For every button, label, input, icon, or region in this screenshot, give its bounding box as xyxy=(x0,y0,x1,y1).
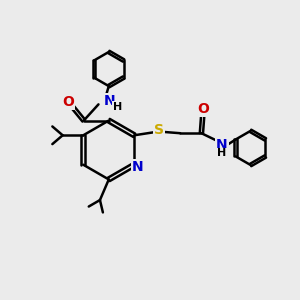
Text: H: H xyxy=(218,148,226,158)
Text: O: O xyxy=(62,95,74,109)
Text: O: O xyxy=(197,102,209,116)
Text: S: S xyxy=(154,123,164,137)
Text: N: N xyxy=(132,160,144,174)
Text: N: N xyxy=(104,94,116,108)
Text: H: H xyxy=(113,102,122,112)
Text: N: N xyxy=(216,138,228,152)
